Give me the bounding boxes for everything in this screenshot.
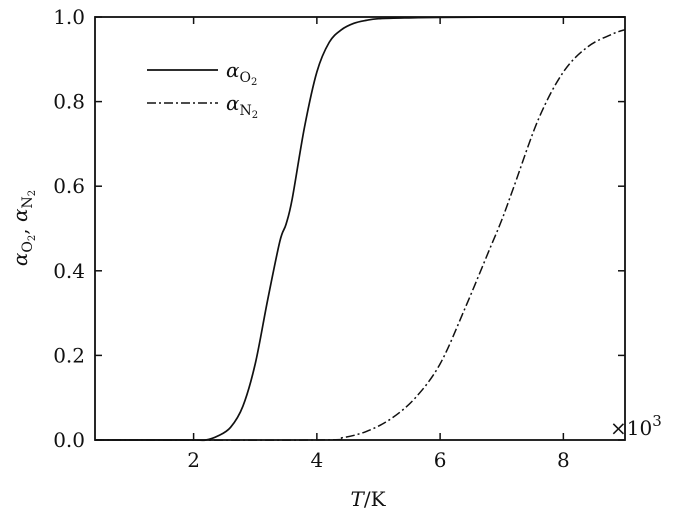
x-tick-label: 8 [557, 448, 570, 472]
x-axis-label: T/K [350, 487, 386, 511]
y-tick-label: 0.4 [53, 259, 85, 283]
y-axis-sep: , [8, 222, 32, 235]
series-line-o2 [95, 16, 625, 442]
x-axis-symbol: T [350, 487, 365, 511]
y-tick-label: 0.8 [53, 90, 85, 114]
legend-o2-symbol: α [226, 58, 240, 82]
y-tick-label: 1.0 [53, 5, 85, 29]
legend-n2-symbol: α [226, 91, 240, 115]
legend: αO2 αN2 [147, 58, 258, 121]
y-tick-label: 0.6 [53, 174, 85, 198]
x-multiplier-exponent: 3 [652, 412, 662, 430]
y-axis-symbol-2: α [8, 208, 32, 222]
y-axis-label: αO2, αN2 [8, 190, 38, 266]
x-axis-ticks: 2 4 6 8 [187, 17, 570, 472]
series-group [94, 16, 626, 442]
series-line-n2 [94, 28, 626, 441]
y-axis-subsub-1: 2 [27, 235, 38, 241]
legend-o2-subsub: 2 [251, 77, 257, 88]
legend-o2-sub: O [240, 70, 251, 86]
y-axis-sub-2: N [20, 196, 36, 208]
y-tick-label: 0.2 [53, 343, 85, 367]
y-tick-label: 0.0 [53, 428, 85, 452]
legend-n2-subsub: 2 [252, 110, 258, 121]
x-tick-label: 4 [310, 448, 323, 472]
x-tick-label: 6 [434, 448, 447, 472]
legend-n2-sub: N [240, 103, 252, 119]
x-axis-unit: /K [364, 487, 387, 511]
x-tick-label: 2 [187, 448, 200, 472]
x-axis-multiplier: ×103 [610, 412, 662, 440]
y-axis-sub-1: O [20, 241, 36, 252]
y-axis-ticks: 0.0 0.2 0.4 0.6 0.8 1.0 [53, 5, 625, 452]
legend-label-o2: αO2 [226, 58, 257, 88]
plot-frame [94, 16, 626, 441]
y-axis-subsub-2: 2 [27, 190, 38, 196]
y-axis-symbol-1: α [8, 252, 32, 266]
legend-label-n2: αN2 [226, 91, 258, 121]
x-multiplier-prefix: ×10 [610, 416, 652, 440]
